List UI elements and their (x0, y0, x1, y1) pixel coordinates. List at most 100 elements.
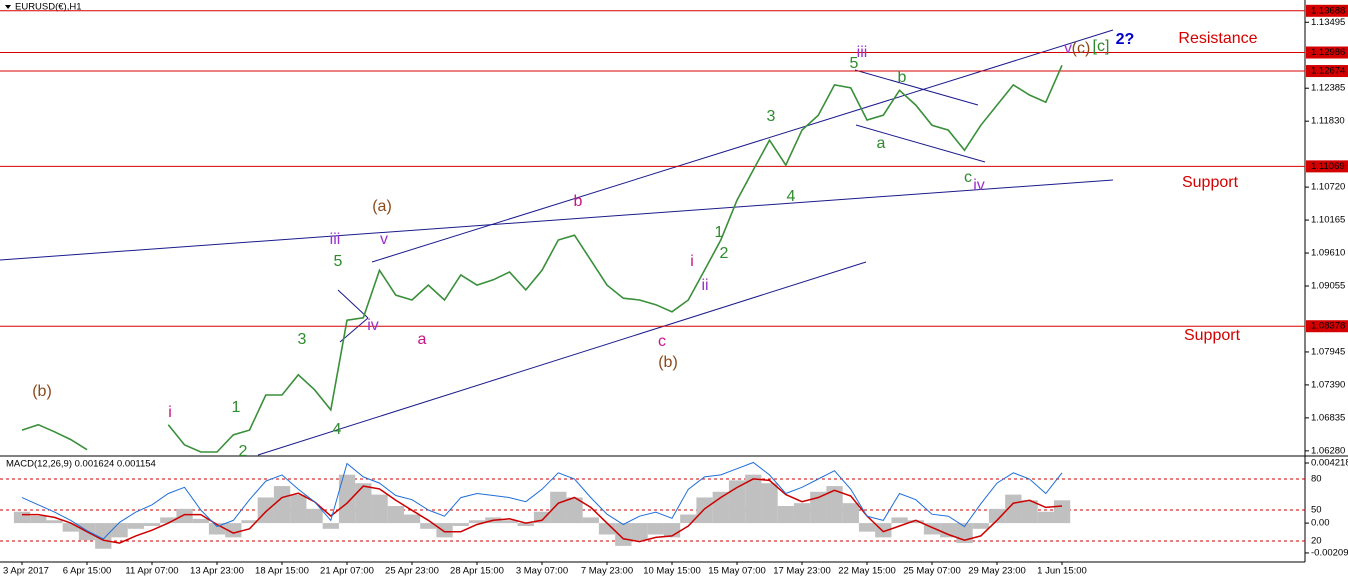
level-label-box (1306, 4, 1348, 17)
histogram-bar (858, 523, 876, 532)
y2-tick-label: 80 (1311, 474, 1322, 485)
histogram-bar (468, 520, 486, 524)
histogram-bar (355, 483, 372, 524)
histogram-bar (1021, 500, 1038, 524)
x-tick-label: 10 May 15:00 (643, 566, 701, 577)
indicator-line (22, 478, 1063, 544)
wave-label: iv (973, 177, 985, 194)
histogram-bar (696, 497, 713, 524)
histogram-bar (160, 517, 177, 524)
x-tick-label: 3 Apr 2017 (3, 566, 49, 577)
trendline (371, 29, 1114, 263)
wave-label: 1 (715, 224, 724, 241)
wave-label: 4 (787, 188, 796, 205)
histogram-bar (338, 474, 356, 524)
x-tick-label: 21 Apr 07:00 (320, 566, 374, 577)
y-tick-label: 1.07945 (1311, 346, 1345, 357)
wave-label: (b) (658, 354, 678, 371)
histogram-bar (322, 523, 339, 529)
x-tick-label: 3 May 07:00 (516, 566, 568, 577)
wave-label: (a) (372, 198, 392, 215)
x-tick-label: 7 May 23:00 (581, 566, 633, 577)
x-tick-label: 25 Apr 23:00 (385, 566, 439, 577)
wave-label: i (168, 404, 172, 421)
x-tick-label: 22 May 15:00 (838, 566, 896, 577)
x-tick-label: 29 May 23:00 (968, 566, 1026, 577)
menu-icon[interactable] (5, 5, 11, 9)
histogram-bar (810, 491, 827, 524)
wave-label: 5 (334, 253, 343, 270)
wave-label: Resistance (1178, 30, 1257, 47)
histogram-bar (1053, 500, 1071, 524)
level-label-box (1306, 320, 1348, 333)
histogram-bar (501, 520, 518, 524)
x-tick-label: 15 May 07:00 (708, 566, 766, 577)
histogram-bar (923, 523, 941, 535)
histogram-bar (761, 483, 778, 524)
trendline (339, 317, 369, 343)
x-tick-label: 28 Apr 15:00 (450, 566, 504, 577)
histogram-bar (550, 491, 567, 524)
histogram-bar (290, 494, 307, 524)
wave-label: a (418, 331, 427, 348)
x-tick-label: 18 Apr 15:00 (255, 566, 309, 577)
y-tick-label: -0.002094 (1311, 547, 1348, 558)
histogram-bar (387, 506, 404, 524)
wave-label: 5 (850, 55, 859, 72)
histogram-bar (826, 486, 843, 524)
x-tick-label: 11 Apr 07:00 (125, 566, 178, 577)
wave-label: 2 (239, 443, 248, 460)
histogram-bar (371, 494, 388, 524)
wave-label: Support (1184, 327, 1241, 344)
histogram-bar (273, 486, 291, 524)
histogram-bar (598, 523, 616, 535)
histogram-bar (46, 520, 63, 524)
level-label: 1.12674 (1311, 66, 1345, 77)
wave-label: v (380, 231, 388, 248)
histogram-bar (241, 520, 258, 524)
level-label: 1.11069 (1311, 161, 1345, 172)
histogram-bar (988, 508, 1006, 524)
level-label: 1.13688 (1311, 5, 1345, 16)
histogram-bar (517, 523, 534, 526)
histogram-bar (436, 523, 453, 538)
histogram-bar (566, 497, 583, 524)
histogram-bar (972, 523, 989, 529)
histogram-bar (615, 523, 632, 546)
wave-label: i (690, 253, 694, 270)
wave-label: Support (1182, 174, 1239, 191)
y2-tick-label: 20 (1311, 536, 1322, 547)
histogram-bar (793, 503, 811, 524)
histogram-bar (208, 523, 226, 535)
histogram-bar (225, 523, 242, 538)
trendline (855, 124, 986, 163)
y2-tick-label: 50 (1311, 505, 1322, 516)
histogram-bar (192, 518, 209, 524)
histogram-bar (176, 508, 193, 524)
wave-label: a (877, 135, 886, 152)
histogram-bar (582, 517, 599, 524)
histogram-bar (62, 523, 79, 532)
wave-label: v (1064, 40, 1072, 57)
histogram-bar (420, 523, 437, 529)
wave-label: 2? (1116, 31, 1135, 48)
x-tick-label: 17 May 23:00 (773, 566, 831, 577)
y-tick-label: 1.07390 (1311, 379, 1345, 390)
histogram-bar (143, 523, 161, 526)
wave-label: c (658, 333, 666, 350)
histogram-bar (891, 517, 908, 524)
level-label-box (1306, 160, 1348, 173)
wave-label: b (574, 193, 583, 210)
histogram-bar (533, 511, 551, 524)
histogram-bar (30, 515, 47, 524)
y-tick-label: 1.12385 (1311, 83, 1345, 94)
indicator-title: MACD(12,26,9) 0.001624 0.001154 (6, 459, 156, 470)
histogram-bar (777, 506, 794, 524)
trendline (337, 289, 369, 319)
price-line (21, 64, 1063, 453)
chart-title: EURUSD(€),H1 (15, 2, 82, 13)
histogram-bar (631, 523, 648, 541)
x-tick-label: 25 May 07:00 (903, 566, 961, 577)
wave-label: iii (330, 231, 341, 248)
